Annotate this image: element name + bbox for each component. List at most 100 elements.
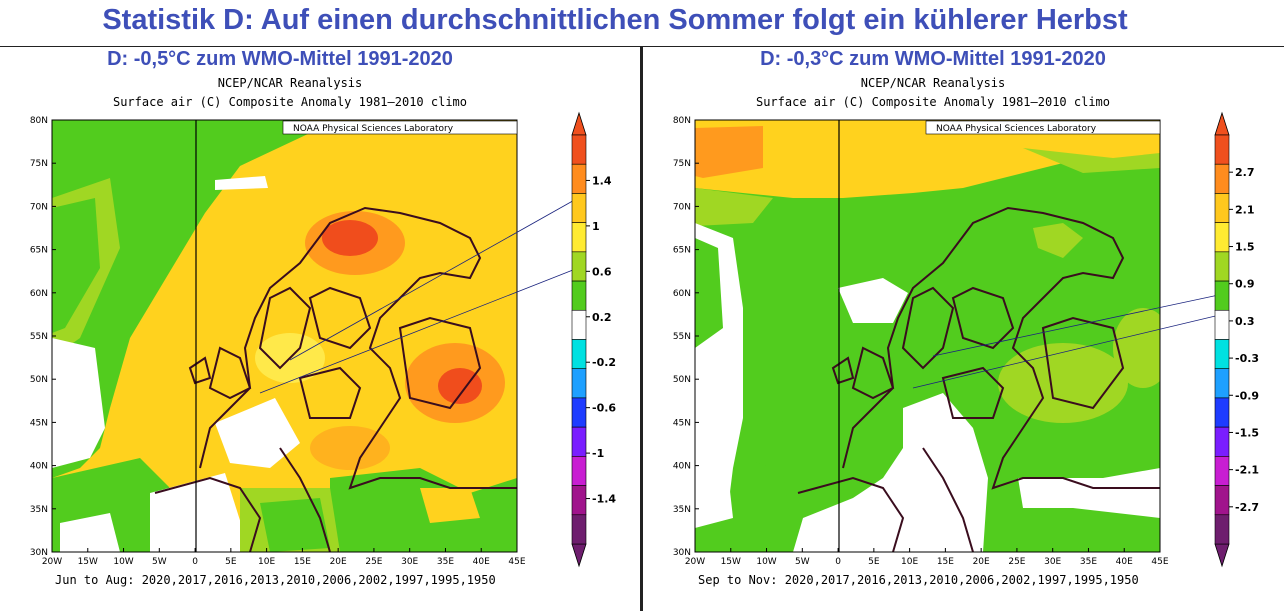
colorbar-label: 0.2	[592, 311, 612, 324]
lon-tick-label: 35E	[437, 557, 454, 567]
panel-divider	[640, 46, 643, 611]
colorbar-swatch	[1214, 222, 1230, 253]
lat-tick-label: 50N	[673, 375, 691, 385]
colorbar-label: 0.3	[1235, 315, 1255, 328]
lon-tick-label: 15E	[294, 557, 311, 567]
colorbar: 2.7 2.1 1.5 0.9 0.3 -0.3 -0.9 -1.5 -2.1 -2.7	[1214, 111, 1259, 568]
lon-tick-label: 45E	[1151, 557, 1168, 567]
colorbar-swatch	[1214, 339, 1230, 370]
lat-tick-label: 45N	[673, 418, 691, 428]
colorbar-swatch	[571, 251, 587, 282]
lon-tick-label: 10E	[258, 557, 275, 567]
lon-tick-label: 15E	[937, 557, 954, 567]
lon-tick-label: 10W	[113, 557, 133, 567]
autumn-map: NOAA Physical Sciences Laboratory 80N 75N…	[673, 111, 1259, 568]
lon-tick-label: 20E	[330, 557, 347, 567]
lat-tick-label: 70N	[673, 202, 691, 212]
colorbar-swatch	[1214, 163, 1230, 194]
colorbar-swatch	[571, 339, 587, 370]
colorbar-top-arrow	[1214, 111, 1230, 136]
page-title: Statistik D: Auf einen durchschnittliche…	[102, 4, 1128, 36]
colorbar: 1.4 1 0.6 0.2 -0.2 -0.6 -1 -1.4	[571, 111, 616, 568]
panel-footer: Sep to Nov: 2020,2017,2016,2013,2010,200…	[698, 573, 1139, 587]
lon-tick-label: 25E	[1008, 557, 1025, 567]
colorbar-label: 1.5	[1235, 241, 1255, 254]
panel-source: NCEP/NCAR Reanalysis	[860, 76, 1006, 90]
east-lightgreen-region	[998, 343, 1128, 423]
iberia-white-region	[150, 473, 250, 552]
lon-tick-label: 25E	[365, 557, 382, 567]
lon-tick-label: 5E	[225, 557, 237, 567]
lat-tick-label: 75N	[30, 159, 48, 169]
lat-tick-label: 70N	[30, 202, 48, 212]
colorbar-swatch	[1214, 485, 1230, 516]
lon-tick-label: 15W	[721, 557, 741, 567]
lat-tick-label: 55N	[673, 332, 691, 342]
colorbar-swatch	[571, 426, 587, 457]
north-sea-white-region	[838, 278, 908, 323]
noaa-badge-text: NOAA Physical Sciences Laboratory	[936, 124, 1097, 134]
lon-tick-label: 30E	[1044, 557, 1061, 567]
lon-tick-label: 10W	[756, 557, 776, 567]
colorbar-label: 2.7	[1235, 166, 1255, 179]
noaa-badge	[282, 120, 518, 135]
colorbar-swatch	[1214, 280, 1230, 311]
colorbar-swatch	[571, 514, 587, 545]
colorbar-label: -2.1	[1235, 464, 1259, 477]
colorbar-swatch	[571, 456, 587, 486]
lat-tick-label: 45N	[30, 418, 48, 428]
panel-footer: Jun to Aug: 2020,2017,2016,2013,2010,200…	[55, 573, 496, 587]
colorbar-label: -1	[592, 447, 604, 460]
colorbar-label: 1.4	[592, 174, 612, 187]
colorbar-swatch	[571, 222, 587, 253]
panel-description: Surface air (C) Composite Anomaly 1981–2…	[112, 95, 467, 109]
lon-tick-label: 5W	[152, 557, 167, 567]
colorbar-label: -0.6	[592, 402, 616, 415]
colorbar-swatch	[1214, 368, 1230, 399]
lat-tick-label: 50N	[30, 375, 48, 385]
colorbar-label: -0.9	[1235, 389, 1259, 402]
noaa-badge-text: NOAA Physical Sciences Laboratory	[293, 124, 454, 134]
pointer-line-1	[289, 197, 579, 361]
noaa-badge	[925, 120, 1161, 135]
lat-tick-label: 35N	[673, 505, 691, 515]
alps-white-region	[215, 398, 300, 468]
colorbar-label: 2.1	[1235, 203, 1255, 216]
panel-subtitle: D: -0,5°C zum WMO-Mittel 1991-2020	[107, 48, 453, 70]
mediterranean-white-region	[793, 393, 988, 552]
colorbar-label: -2.7	[1235, 501, 1259, 514]
pointer-line-1	[932, 292, 1229, 357]
colorbar-swatch	[571, 193, 587, 223]
colorbar-swatch	[1214, 397, 1230, 428]
colorbar-swatch	[571, 485, 587, 516]
lon-tick-label: 30E	[401, 557, 418, 567]
colorbar-label: 0.9	[1235, 278, 1255, 291]
colorbar-swatch	[1214, 134, 1230, 165]
lat-tick-label: 35N	[30, 505, 48, 515]
arctic-yellow-region	[695, 120, 1160, 198]
colorbar-swatch	[571, 309, 587, 340]
lon-tick-label: 35E	[1080, 557, 1097, 567]
colorbar-swatch	[1214, 309, 1230, 340]
colorbar-swatch	[1214, 193, 1230, 223]
colorbar-label: 1	[592, 220, 600, 233]
colorbar-swatch	[571, 280, 587, 311]
panel-source: NCEP/NCAR Reanalysis	[217, 76, 363, 90]
atlantic-green-region	[52, 120, 310, 478]
colorbar-label: -0.2	[592, 356, 616, 369]
south-green-region	[330, 468, 517, 552]
lon-tick-label: 40E	[1116, 557, 1133, 567]
lat-tick-label: 55N	[30, 332, 48, 342]
lat-tick-label: 40N	[30, 462, 48, 472]
lat-tick-label: 65N	[30, 246, 48, 256]
colorbar-label: -0.3	[1235, 352, 1259, 365]
lat-tick-label: 75N	[673, 159, 691, 169]
colorbar-bottom-arrow	[571, 543, 587, 568]
colorbar-swatch	[1214, 426, 1230, 457]
atlantic-white-region	[52, 338, 105, 468]
lat-tick-label: 60N	[30, 289, 48, 299]
lon-tick-label: 20W	[685, 557, 705, 567]
colorbar-swatch	[571, 397, 587, 428]
lon-tick-label: 0	[192, 557, 198, 567]
colorbar-swatch	[1214, 456, 1230, 486]
